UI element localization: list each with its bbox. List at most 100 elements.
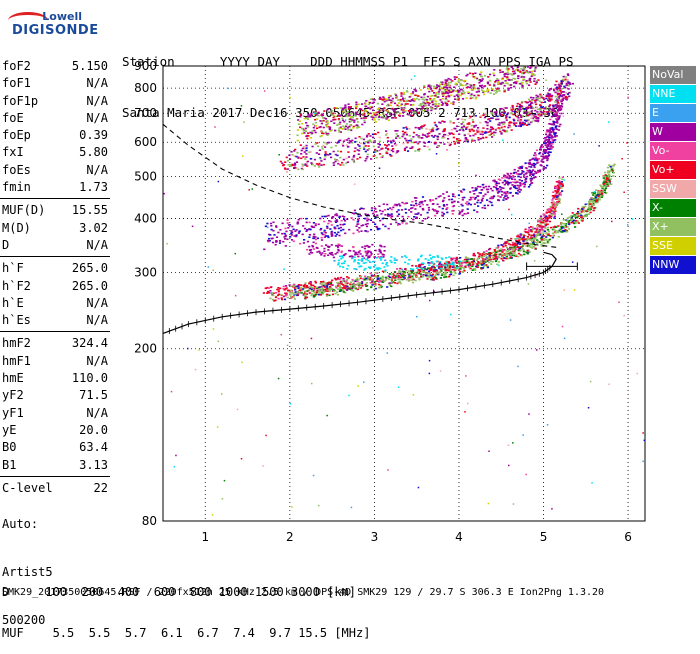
echo-point — [603, 176, 605, 178]
echo-point — [375, 121, 377, 123]
echo-point — [263, 249, 265, 251]
echo-point — [490, 263, 492, 265]
echo-point — [286, 157, 288, 159]
echo-point — [324, 156, 326, 158]
echo-point — [508, 68, 510, 70]
echo-point — [439, 89, 441, 91]
echo-point — [533, 234, 535, 236]
echo-point — [321, 131, 323, 133]
echo-point — [395, 113, 397, 115]
noise-point — [525, 474, 527, 476]
echo-point — [392, 276, 394, 278]
echo-point — [514, 111, 516, 113]
echo-point — [513, 248, 515, 250]
echo-point — [384, 269, 386, 271]
echo-point — [559, 124, 561, 126]
echo-point — [558, 180, 560, 182]
echo-point — [364, 103, 366, 105]
echo-point — [523, 186, 525, 188]
echo-point — [526, 83, 528, 85]
echo-point — [556, 202, 558, 204]
echo-point — [437, 96, 439, 98]
echo-point — [478, 256, 480, 258]
echo-point — [493, 134, 495, 136]
echo-point — [433, 98, 435, 100]
echo-point — [350, 282, 352, 284]
echo-point — [528, 119, 530, 121]
echo-point — [384, 209, 386, 211]
echo-point — [554, 111, 556, 113]
echo-point — [403, 219, 405, 221]
echo-point — [549, 104, 551, 106]
echo-point — [452, 90, 454, 92]
echo-point — [443, 213, 445, 215]
echo-point — [321, 239, 323, 241]
echo-point — [302, 148, 304, 150]
echo-point — [471, 266, 473, 268]
echo-point — [440, 264, 442, 266]
echo-point — [558, 83, 560, 85]
echo-point — [371, 281, 373, 283]
echo-point — [506, 66, 508, 68]
echo-point — [562, 97, 564, 99]
noise-point — [278, 378, 280, 380]
echo-point — [382, 211, 384, 213]
echo-point — [452, 213, 454, 215]
echo-point — [316, 152, 318, 154]
echo-point — [555, 104, 557, 106]
echo-point — [568, 85, 570, 87]
echo-point — [535, 95, 537, 97]
echo-point — [414, 94, 416, 96]
echo-point — [406, 128, 408, 130]
echo-point — [548, 90, 550, 92]
echo-point — [455, 83, 457, 85]
echo-point — [356, 254, 358, 256]
echo-point — [304, 295, 306, 297]
echo-point — [435, 274, 437, 276]
echo-point — [477, 137, 479, 139]
echo-point — [547, 111, 549, 113]
echo-point — [404, 150, 406, 152]
echo-point — [312, 246, 314, 248]
echo-point — [352, 159, 354, 161]
echo-point — [555, 81, 557, 83]
echo-point — [463, 92, 465, 94]
echo-point — [317, 146, 319, 148]
echo-point — [315, 243, 317, 245]
echo-point — [403, 273, 405, 275]
echo-point — [424, 142, 426, 144]
echo-point — [534, 167, 536, 169]
echo-point — [448, 142, 450, 144]
echo-point — [540, 106, 542, 108]
echo-point — [510, 84, 512, 86]
echo-point — [476, 263, 478, 265]
echo-point — [356, 106, 358, 108]
echo-point — [392, 109, 394, 111]
echo-point — [607, 178, 609, 180]
echo-point — [411, 271, 413, 273]
echo-point — [427, 262, 429, 264]
echo-point — [597, 192, 599, 194]
echo-point — [507, 251, 509, 253]
echo-point — [471, 187, 473, 189]
echo-point — [387, 137, 389, 139]
echo-point — [458, 142, 460, 144]
echo-point — [605, 185, 607, 187]
echo-point — [349, 250, 351, 252]
echo-point — [475, 189, 477, 191]
echo-point — [539, 218, 541, 220]
echo-point — [412, 277, 414, 279]
echo-point — [520, 68, 522, 70]
echo-point — [332, 294, 334, 296]
echo-point — [354, 252, 356, 254]
echo-point — [424, 218, 426, 220]
echo-point — [390, 142, 392, 144]
echo-point — [371, 275, 373, 277]
echo-point — [550, 210, 552, 212]
echo-point — [296, 285, 298, 287]
echo-point — [375, 133, 377, 135]
echo-point — [562, 91, 564, 93]
echo-point — [492, 190, 494, 192]
echo-point — [523, 174, 525, 176]
echo-point — [495, 119, 497, 121]
